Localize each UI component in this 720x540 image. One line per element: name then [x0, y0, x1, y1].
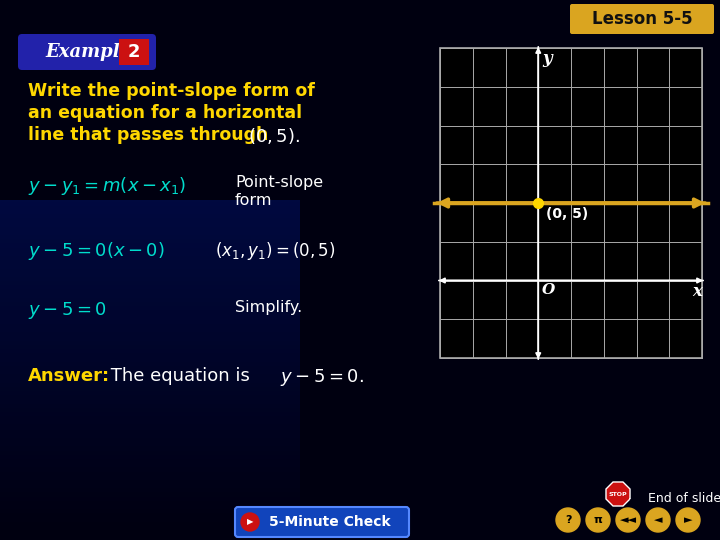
Text: (0, 5): (0, 5): [546, 207, 588, 221]
Text: 2: 2: [127, 43, 140, 61]
Text: y: y: [542, 50, 552, 67]
Circle shape: [676, 508, 700, 532]
Text: $(0, 5).$: $(0, 5).$: [248, 126, 300, 146]
Text: Lesson 5-5: Lesson 5-5: [592, 10, 693, 28]
Text: $y - 5 = 0$: $y - 5 = 0$: [28, 300, 107, 321]
Text: ?: ?: [564, 515, 571, 525]
Text: ◄◄: ◄◄: [619, 515, 636, 525]
FancyBboxPatch shape: [440, 48, 702, 358]
Text: $y - 5 = 0.$: $y - 5 = 0.$: [280, 367, 364, 388]
Text: The equation is: The equation is: [105, 367, 256, 385]
FancyBboxPatch shape: [235, 507, 409, 537]
Text: an equation for a horizontal: an equation for a horizontal: [28, 104, 302, 122]
Text: 5-Minute Check: 5-Minute Check: [269, 515, 391, 529]
Text: Write the point-slope form of: Write the point-slope form of: [28, 82, 315, 100]
Circle shape: [586, 508, 610, 532]
Text: Simplify.: Simplify.: [235, 300, 302, 315]
Text: End of slide: End of slide: [648, 491, 720, 504]
Text: STOP: STOP: [608, 491, 627, 496]
Text: line that passes through: line that passes through: [28, 126, 274, 144]
FancyBboxPatch shape: [570, 4, 714, 34]
Text: Answer:: Answer:: [28, 367, 110, 385]
Text: Point-slope: Point-slope: [235, 175, 323, 190]
Text: π: π: [593, 515, 603, 525]
Text: $(x_1, y_1) = (0, 5)$: $(x_1, y_1) = (0, 5)$: [215, 240, 336, 262]
FancyBboxPatch shape: [119, 39, 149, 65]
Polygon shape: [606, 482, 630, 506]
Text: ►: ►: [684, 515, 692, 525]
Circle shape: [616, 508, 640, 532]
Text: $y - 5 = 0(x - 0)$: $y - 5 = 0(x - 0)$: [28, 240, 165, 262]
Circle shape: [556, 508, 580, 532]
Text: form: form: [235, 193, 272, 208]
Text: $y - y_1 = m(x - x_1)$: $y - y_1 = m(x - x_1)$: [28, 175, 186, 197]
Text: O: O: [542, 284, 556, 298]
FancyBboxPatch shape: [18, 34, 156, 70]
Text: ◄: ◄: [654, 515, 662, 525]
Circle shape: [646, 508, 670, 532]
Text: x: x: [692, 284, 702, 300]
Circle shape: [241, 513, 259, 531]
Text: ▶: ▶: [247, 517, 253, 526]
Text: Example: Example: [45, 43, 131, 61]
